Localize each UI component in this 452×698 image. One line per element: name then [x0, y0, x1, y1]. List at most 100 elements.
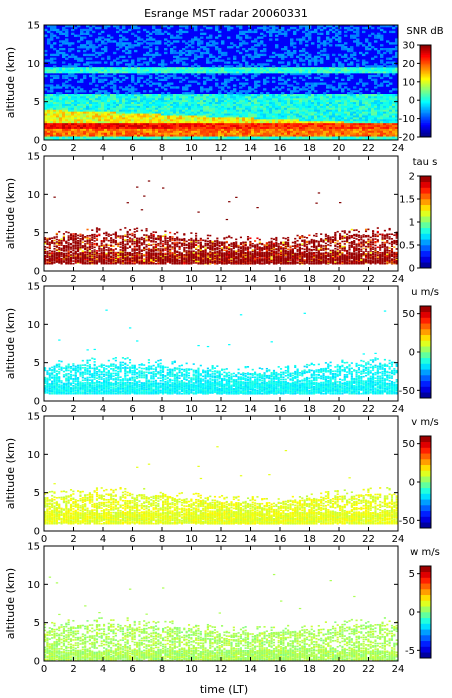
x-tick-label: 22 [362, 274, 375, 285]
x-tick-label: 8 [159, 404, 165, 415]
colorbar-swatch [420, 233, 431, 240]
x-tick-label: 10 [185, 664, 198, 675]
x-tick-label: 2 [70, 534, 76, 545]
colorbar-swatch [420, 119, 431, 122]
colorbar-swatch [420, 334, 431, 341]
x-tick-label: 24 [392, 534, 405, 545]
colorbar-swatch [420, 59, 431, 62]
x-tick-label: 22 [362, 143, 375, 154]
colorbar-swatch [420, 516, 431, 523]
x-tick-label: 4 [100, 143, 106, 154]
y-tick-label: 10 [27, 190, 40, 201]
colorbar-swatch [420, 65, 431, 67]
colorbar-swatch [420, 86, 431, 89]
colorbar-swatch [420, 589, 431, 596]
panel-1-data [44, 25, 398, 140]
colorbar-swatch [420, 88, 431, 90]
y-axis-label: altitude (km) [4, 308, 17, 379]
colorbar-swatch [420, 181, 431, 188]
x-tick-label: 6 [129, 143, 135, 154]
x-tick-label: 0 [41, 664, 47, 675]
x-tick-label: 24 [392, 664, 405, 675]
colorbar-label: v m/s [411, 417, 438, 428]
colorbar-swatch [420, 493, 431, 500]
x-tick-label: 12 [215, 274, 228, 285]
colorbar-swatch [420, 75, 431, 77]
colorbar-swatch [420, 306, 431, 313]
colorbar-swatch [420, 369, 431, 376]
colorbar-tick-label: 20 [402, 59, 415, 70]
colorbar-tick-label: -50 [399, 516, 415, 527]
colorbar-swatch [420, 583, 431, 590]
colorbar-swatch [420, 470, 431, 477]
colorbar-label: w m/s [410, 547, 440, 558]
x-tick-label: 24 [392, 274, 405, 285]
y-tick-label: 0 [34, 527, 40, 538]
x-tick-label: 4 [100, 404, 106, 415]
x-tick-label: 20 [333, 664, 346, 675]
x-tick-label: 10 [185, 274, 198, 285]
colorbar-swatch [420, 62, 431, 64]
y-tick-label: 0 [34, 397, 40, 408]
y-tick-label: 10 [27, 59, 40, 70]
colorbar-swatch [420, 476, 431, 483]
colorbar-swatch [420, 459, 431, 466]
colorbar-swatch [420, 239, 431, 246]
colorbar-swatch [420, 134, 431, 136]
y-tick-label: 15 [27, 282, 40, 293]
x-tick-label: 12 [215, 143, 228, 154]
colorbar-swatch [420, 363, 431, 370]
colorbar-swatch [420, 566, 431, 573]
colorbar-swatch [420, 83, 431, 86]
colorbar-swatch [420, 116, 431, 119]
panel-5-data [44, 573, 398, 661]
colorbar-tick-label: -10 [399, 114, 415, 125]
y-tick-label: 15 [27, 412, 40, 423]
colorbar-swatch [420, 132, 431, 135]
colorbar-swatch [420, 73, 431, 76]
y-tick-label: 10 [27, 320, 40, 331]
colorbar-swatch [420, 505, 431, 512]
colorbar-swatch [420, 250, 431, 257]
x-tick-label: 0 [41, 143, 47, 154]
x-tick-label: 2 [70, 664, 76, 675]
x-tick-label: 6 [129, 274, 135, 285]
x-tick-label: 16 [274, 664, 287, 675]
colorbar-swatch [420, 112, 431, 115]
colorbar-swatch [420, 52, 431, 54]
colorbar-swatch [420, 329, 431, 336]
x-tick-label: 14 [244, 274, 257, 285]
colorbar-swatch [420, 577, 431, 584]
colorbar-swatch [420, 63, 431, 66]
colorbar-swatch [420, 346, 431, 353]
colorbar-tick-label: 0 [409, 608, 415, 619]
y-axis-label: altitude (km) [4, 178, 17, 249]
colorbar-swatch [420, 92, 431, 95]
chart-title: Esrange MST radar 20060331 [144, 7, 308, 20]
colorbar-tick-label: 50 [402, 309, 415, 320]
x-tick-label: 24 [392, 143, 405, 154]
colorbar-swatch [420, 93, 431, 96]
x-tick-label: 8 [159, 664, 165, 675]
colorbar-tick-label: -5 [405, 646, 415, 657]
colorbar-tick-label: 5 [409, 569, 415, 580]
colorbar-swatch [420, 121, 431, 123]
y-tick-label: 5 [34, 618, 40, 629]
colorbar-swatch [420, 199, 431, 206]
colorbar-swatch [420, 375, 431, 382]
panel-3-data [44, 309, 398, 395]
colorbar-swatch [420, 109, 431, 112]
panel-4-data [44, 446, 398, 525]
colorbar-swatch [420, 256, 431, 263]
y-tick-label: 15 [27, 542, 40, 553]
colorbar-swatch [420, 135, 431, 138]
colorbar-swatch [420, 115, 431, 118]
y-axis-label: altitude (km) [4, 568, 17, 639]
colorbar-swatch [420, 126, 431, 129]
colorbar-swatch [420, 522, 431, 529]
colorbar-swatch [420, 635, 431, 642]
